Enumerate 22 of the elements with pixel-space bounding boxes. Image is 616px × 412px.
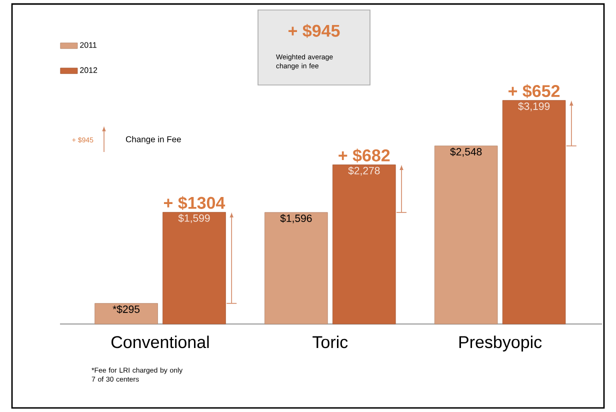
bar [264,212,328,324]
data-label: $2,548 [450,148,482,157]
data-label: $2,278 [348,166,380,176]
data-label: $3,199 [518,102,550,112]
x-tick-label: Presbyopic [459,336,542,352]
x-tick-label: Conventional [111,336,209,348]
bar [94,303,158,324]
bar [434,146,498,324]
annotation: + $682 [338,148,390,163]
bar [332,164,396,324]
annotation: + $652 [508,84,560,98]
bar [502,100,566,324]
legend-label: 2012 [80,67,98,73]
annotation: Change in Fee [126,136,181,144]
annotation: + $1304 [164,196,226,210]
data-label: $1,596 [280,214,312,224]
legend-label: 2011 [80,42,96,48]
data-label: $1,599 [178,214,210,224]
text: + $945 [288,24,340,38]
x-tick-label: Toric [312,336,348,348]
bar [162,212,226,324]
data-label: *$295 [112,305,140,314]
